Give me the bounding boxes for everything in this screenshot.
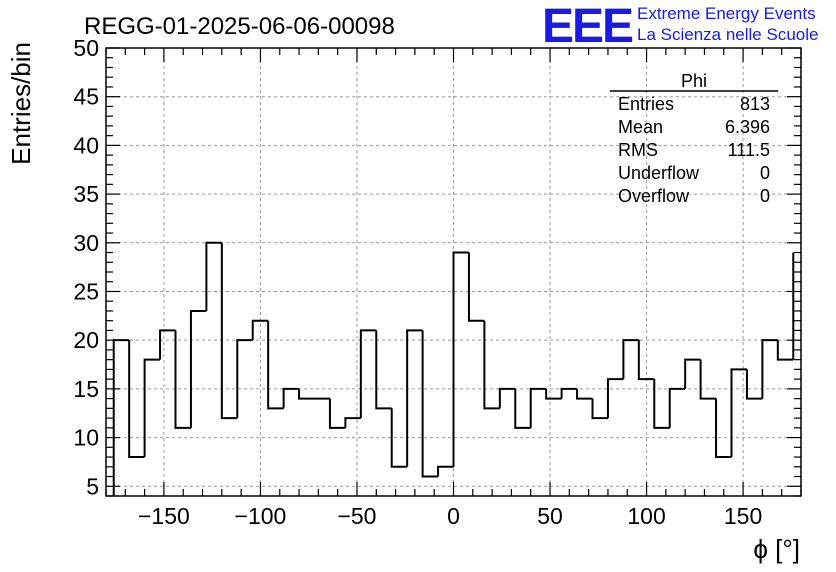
histogram-bin-2 [143, 358, 161, 458]
y-tick-label: 40 [73, 132, 99, 158]
histogram-bin-0 [112, 339, 130, 496]
y-tick-label: 30 [73, 230, 99, 256]
histogram-bin-26 [514, 388, 531, 429]
stats-value: 0 [760, 186, 770, 206]
histogram-bin-21 [437, 465, 454, 477]
eee-logo: EEE Extreme Energy Events La Scienza nel… [542, 0, 818, 53]
y-tick-label: 45 [73, 84, 99, 110]
stats-label: Overflow [618, 186, 690, 206]
histogram-bin-30 [576, 388, 593, 400]
histogram-bin-15 [344, 417, 361, 428]
x-tick-label: 0 [447, 503, 460, 529]
x-axis-label: ϕ [°] [753, 534, 800, 564]
histogram-bin-28 [545, 388, 562, 400]
logo-line-1: Extreme Energy Events [637, 4, 816, 23]
stats-value: 6.396 [725, 117, 770, 137]
histogram-bin-27 [529, 387, 547, 428]
x-tick-label: 100 [627, 503, 665, 529]
histogram-bin-19 [406, 329, 423, 467]
histogram-bin-35 [653, 379, 670, 429]
x-axis-ticks: −150 −100 −50 0 50 100 150 [105, 48, 802, 529]
histogram-bin-7 [220, 242, 238, 420]
histogram-bin-34 [637, 340, 655, 381]
y-axis-label: Entries/bin [6, 42, 36, 165]
histogram-bin-32 [606, 378, 624, 419]
x-tick-label: 150 [724, 503, 762, 529]
histogram-bin-20 [421, 330, 439, 478]
histogram-bin-37 [684, 358, 701, 389]
histogram-bin-40 [730, 368, 747, 458]
histogram-bin-16 [359, 329, 377, 419]
x-tick-label: −50 [337, 503, 376, 529]
y-tick-label: 5 [86, 473, 99, 499]
histogram-bin-31 [591, 398, 608, 420]
histogram-bin-41 [745, 369, 763, 400]
y-tick-label: 50 [73, 35, 99, 61]
histogram-bin-22 [452, 251, 469, 467]
histogram-bin-9 [251, 319, 269, 341]
y-tick-label: 25 [73, 278, 99, 304]
histogram-bin-3 [159, 329, 176, 360]
x-tick-label: −150 [138, 503, 190, 529]
histogram-bin-10 [267, 320, 284, 410]
logo-line-2: La Scienza nelle Scuole [637, 25, 818, 44]
histogram-bin-17 [375, 330, 392, 410]
histogram-bin-42 [761, 339, 778, 399]
histogram-bin-29 [560, 387, 578, 399]
chart-title: REGG-01-2025-06-06-00098 [84, 13, 395, 40]
histogram-bin-23 [467, 252, 485, 322]
histogram-bin-14 [328, 398, 346, 429]
y-tick-label: 35 [73, 181, 99, 207]
histogram-bin-4 [174, 330, 191, 429]
x-tick-label: −100 [235, 503, 287, 529]
stats-value: 111.5 [728, 140, 770, 160]
histogram-bin-8 [236, 339, 253, 419]
stats-value: 0 [760, 163, 770, 183]
stats-title: Phi [681, 71, 707, 91]
stats-value: 813 [740, 94, 770, 114]
stats-label: RMS [618, 140, 658, 160]
histogram-bin-43 [776, 340, 794, 361]
y-axis-ticks: 5 10 15 20 25 30 35 40 45 50 [73, 35, 801, 499]
y-tick-label: 20 [73, 327, 99, 353]
histogram-bin-1 [128, 340, 145, 459]
histogram-bin-5 [189, 309, 207, 428]
histogram-bin-33 [622, 339, 639, 380]
histogram-bin-18 [390, 408, 408, 468]
histogram-bin-25 [498, 387, 516, 409]
y-tick-label: 15 [73, 376, 99, 402]
histogram-bin-38 [699, 359, 717, 400]
x-tick-label: 50 [537, 503, 563, 529]
stats-label: Entries [618, 94, 674, 114]
stats-box: Phi Entries 813 Mean 6.396 RMS 111.5 Underflow… [610, 71, 778, 206]
y-tick-label: 10 [73, 425, 99, 451]
logo-mark: EEE [542, 0, 633, 53]
histogram-bin-36 [668, 387, 686, 428]
stats-label: Mean [618, 117, 663, 137]
histogram-bin-39 [715, 398, 732, 459]
histogram-bars [112, 241, 795, 496]
histogram-bin-11 [282, 387, 300, 409]
histogram-bin-12 [298, 388, 315, 400]
histogram-bin-6 [205, 241, 222, 311]
histogram-bin-24 [483, 320, 500, 410]
stats-label: Underflow [618, 163, 700, 183]
